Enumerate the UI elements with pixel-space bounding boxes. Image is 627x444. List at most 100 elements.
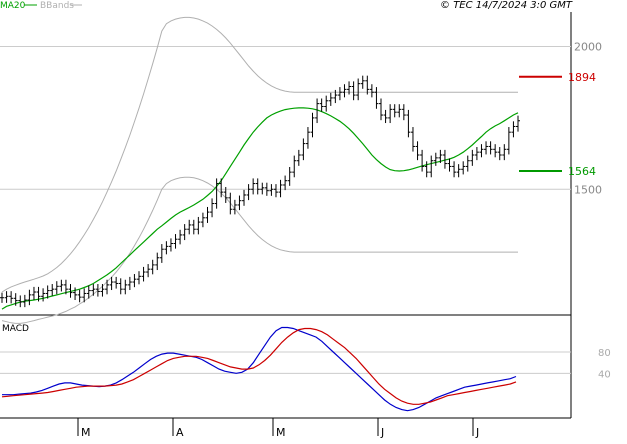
month-label: M: [81, 426, 91, 439]
price-bar: [82, 288, 87, 303]
price-bar: [118, 278, 123, 295]
price-bar: [210, 198, 215, 218]
price-bar: [383, 109, 388, 124]
price-bar: [260, 182, 265, 195]
macd-title: MACD: [2, 324, 29, 334]
price-bar: [200, 212, 205, 228]
price-bar: [173, 234, 178, 249]
price-bar: [59, 279, 64, 292]
month-label: A: [176, 426, 184, 439]
price-bar: [77, 289, 82, 303]
price-bar: [328, 92, 333, 106]
signal-line: [1, 327, 517, 405]
price-bar: [278, 179, 283, 198]
price-bar: [470, 149, 475, 166]
price-bar: [232, 199, 237, 215]
price-ticks: 2000 1500: [574, 41, 602, 197]
price-bar: [401, 104, 406, 121]
price-bar: [155, 252, 160, 271]
price-bar: [123, 279, 128, 295]
price-bar: [4, 291, 9, 303]
price-bar: [0, 292, 4, 303]
price-bar: [397, 104, 402, 118]
price-bar: [493, 144, 498, 158]
price-bar: [315, 98, 320, 124]
price-bar: [342, 84, 347, 98]
copyright: © TEC 14/7/2024 3:0 GMT: [440, 0, 573, 11]
price-bar: [506, 127, 511, 155]
price-bar: [360, 75, 365, 89]
price-bar: [205, 206, 210, 223]
month-label: M: [276, 426, 286, 439]
macd-tick-label: 80: [598, 348, 611, 359]
price-bar: [237, 195, 242, 211]
price-bar: [45, 285, 50, 299]
price-bar: [178, 229, 183, 245]
price-bar: [465, 155, 470, 172]
price-bar: [141, 266, 146, 282]
price-bar: [438, 149, 443, 164]
price-bar: [310, 112, 315, 138]
price-bar: [18, 295, 23, 308]
price-bar: [406, 109, 411, 138]
price-bar: [447, 158, 452, 172]
price-bar: [374, 87, 379, 109]
bb-lower-line: [1, 176, 518, 324]
price-bar: [36, 286, 41, 302]
price-bar: [9, 291, 14, 304]
price-bar: [22, 294, 27, 308]
legend-ma20-label: MA20: [0, 1, 26, 11]
price-bar: [273, 184, 278, 198]
price-bar: [182, 224, 187, 241]
ma20-path: [1, 107, 519, 310]
price-bar: [442, 149, 447, 169]
price-bar: [497, 147, 502, 161]
price-grid: [0, 46, 571, 190]
price-bar: [132, 274, 137, 288]
price-bar: [68, 284, 73, 298]
price-bar: [410, 127, 415, 152]
price-bar: [420, 149, 425, 172]
price-bar: [109, 276, 114, 291]
price-bar: [228, 192, 233, 215]
price-bar: [150, 259, 155, 275]
price-bar: [433, 152, 438, 166]
price-bar: [488, 141, 493, 155]
price-bar: [31, 286, 36, 301]
support-level-label: 1564: [568, 165, 596, 178]
price-bar: [95, 284, 100, 297]
price-bar: [301, 138, 306, 161]
macd-tick-label: 40: [598, 369, 611, 380]
price-bar: [54, 281, 59, 295]
price-bar: [73, 287, 78, 301]
price-bar: [63, 279, 68, 295]
price-bar: [164, 241, 169, 255]
price-bar: [255, 178, 260, 195]
price-bar: [516, 115, 520, 132]
price-bar: [100, 284, 105, 297]
ma20-line: [1, 107, 519, 310]
price-bar: [27, 289, 32, 306]
price-bar: [187, 219, 192, 235]
price-bar: [159, 244, 164, 263]
price-bar: [452, 161, 457, 178]
macd-line: [2, 326, 517, 412]
price-bar: [283, 175, 288, 191]
price-bar: [369, 84, 374, 98]
macd-ticks: 80 40: [598, 348, 611, 380]
price-bar: [347, 81, 352, 95]
price-bar: [502, 144, 507, 161]
price-bar: [388, 104, 393, 124]
macd-lines: [1, 326, 517, 412]
macd-grid: [0, 351, 571, 374]
price-bar: [292, 155, 297, 178]
price-bar: [50, 284, 55, 296]
price-bar: [136, 271, 141, 285]
price-bar: [13, 293, 18, 306]
price-bar: [41, 288, 46, 302]
price-bar: [196, 216, 201, 235]
price-bar: [127, 276, 132, 291]
month-label: J: [380, 426, 384, 439]
price-bar: [365, 75, 370, 95]
